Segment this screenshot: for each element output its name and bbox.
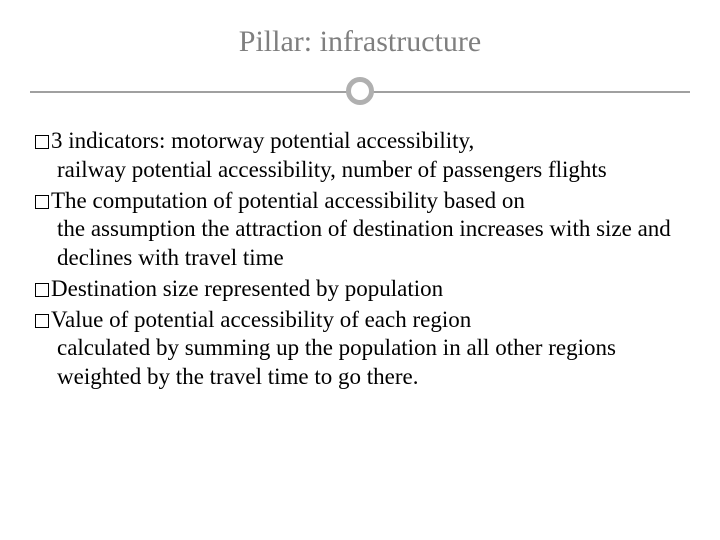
bullet-item: Destination size represented by populati…: [35, 275, 685, 304]
bullet-item: The computation of potential accessibili…: [35, 187, 685, 273]
bullet-lead-text: 3 indicators: motorway potential accessi…: [51, 128, 474, 153]
bullet-continuation: the assumption the attraction of destina…: [35, 215, 685, 273]
divider-circle-icon: [346, 77, 374, 105]
title-divider: [30, 77, 690, 107]
slide-container: Pillar: infrastructure 3 indicators: mot…: [0, 0, 720, 540]
bullet-item: 3 indicators: motorway potential accessi…: [35, 127, 685, 185]
slide-title: Pillar: infrastructure: [30, 25, 690, 59]
square-bullet-icon: [35, 135, 49, 149]
bullet-continuation: railway potential accessibility, number …: [35, 156, 685, 185]
bullet-lead-text: Destination size represented by populati…: [51, 276, 443, 301]
square-bullet-icon: [35, 314, 49, 328]
bullet-item: Value of potential accessibility of each…: [35, 306, 685, 392]
slide-body: 3 indicators: motorway potential accessi…: [30, 127, 690, 392]
bullet-continuation: calculated by summing up the population …: [35, 334, 685, 392]
square-bullet-icon: [35, 195, 49, 209]
bullet-lead-text: Value of potential accessibility of each…: [51, 307, 471, 332]
bullet-lead-text: The computation of potential accessibili…: [51, 188, 525, 213]
square-bullet-icon: [35, 283, 49, 297]
